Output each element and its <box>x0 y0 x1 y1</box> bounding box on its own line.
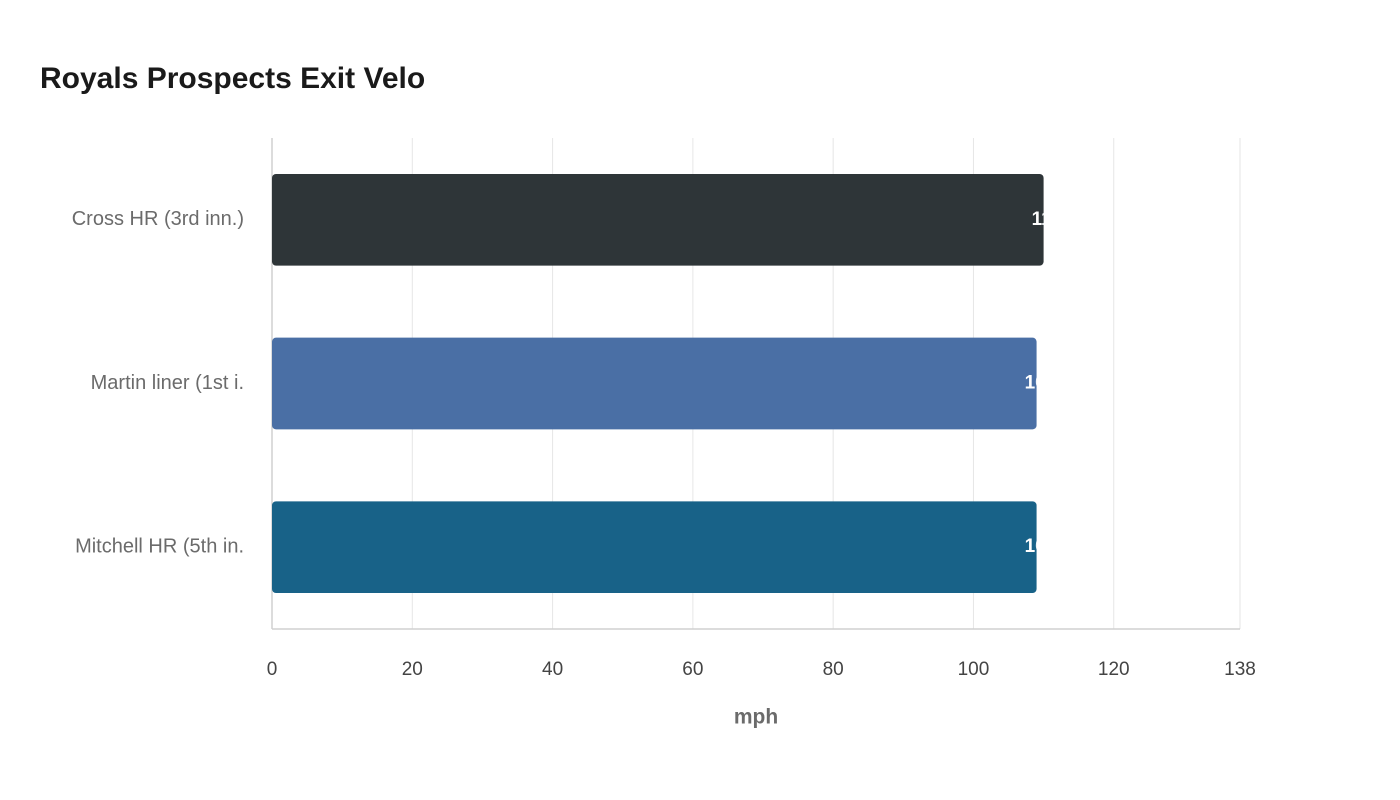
x-tick-label: 20 <box>402 659 423 680</box>
y-tick-label: Mitchell HR (5th in. <box>75 535 244 557</box>
y-tick-label: Cross HR (3rd inn.) <box>72 208 244 230</box>
bar <box>272 174 1044 266</box>
x-tick-label: 60 <box>682 659 703 680</box>
bar <box>272 337 1037 430</box>
value-label: 109 <box>1025 373 1057 394</box>
x-axis-label: mph <box>734 706 778 729</box>
y-tick-label: Martin liner (1st i. <box>91 372 244 394</box>
x-tick-label: 0 <box>267 659 278 680</box>
value-label: 109 <box>1025 536 1057 557</box>
bar <box>272 501 1037 593</box>
x-tick-label: 138 <box>1224 659 1256 680</box>
x-tick-label: 100 <box>958 659 990 680</box>
x-tick-label: 120 <box>1098 659 1130 680</box>
value-label: 110 <box>1032 209 1063 230</box>
chart-title: Royals Prospects Exit Velo <box>40 62 425 95</box>
x-tick-label: 80 <box>823 659 844 680</box>
x-tick-label: 40 <box>542 659 563 680</box>
